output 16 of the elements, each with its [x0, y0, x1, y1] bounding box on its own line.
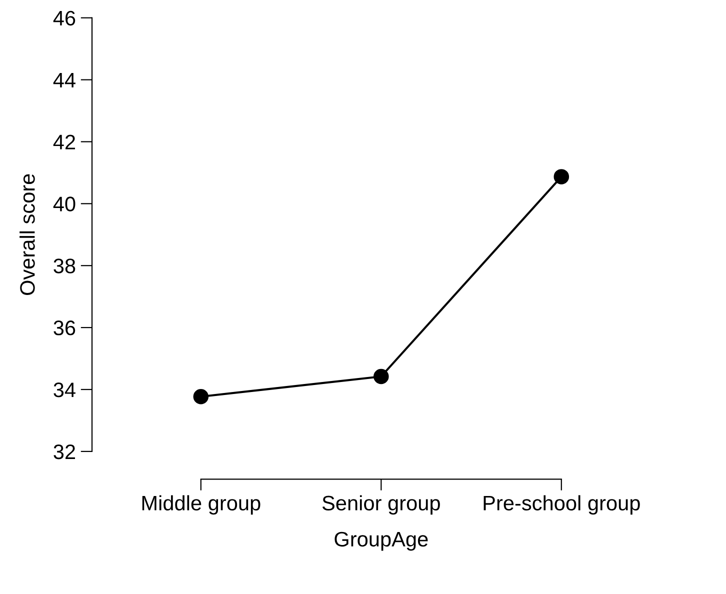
- y-tick-label: 38: [54, 258, 76, 274]
- y-tick-label: 34: [54, 382, 76, 398]
- y-tick-label: 42: [53, 134, 75, 150]
- y-tick-label: 36: [54, 320, 76, 336]
- x-tick-label: Senior group: [322, 495, 440, 515]
- y-tick-label: 32: [54, 444, 75, 460]
- y-tick-label: 44: [53, 72, 76, 88]
- point: [554, 169, 570, 184]
- point: [374, 368, 389, 384]
- y-axis-title: Overall score: [20, 174, 35, 295]
- x-tick-label: Pre-school group: [484, 495, 640, 515]
- y-tick-label: 46: [53, 10, 76, 26]
- x-axis-title: GroupAge: [334, 532, 428, 551]
- point: [193, 388, 209, 404]
- x-tick-label: Middle group: [142, 495, 260, 515]
- y-tick-label: 40: [53, 196, 76, 212]
